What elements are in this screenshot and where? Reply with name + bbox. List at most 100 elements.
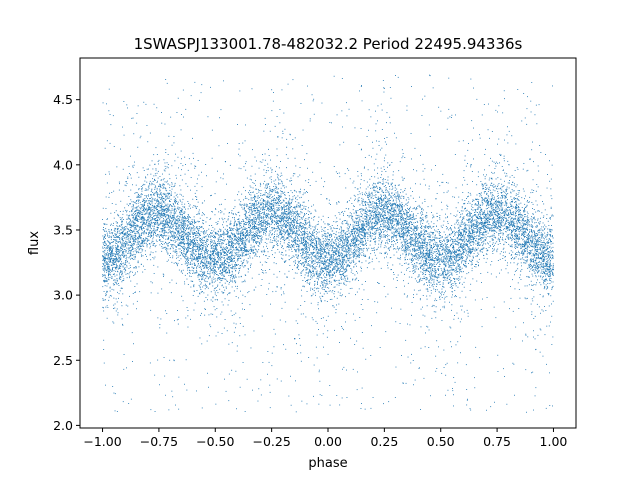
data-point	[201, 273, 203, 275]
data-point	[453, 246, 455, 248]
data-point	[481, 114, 483, 116]
data-point	[488, 217, 490, 219]
data-point	[203, 278, 205, 280]
data-point	[160, 192, 162, 194]
data-point	[265, 234, 267, 236]
data-point	[341, 246, 342, 248]
data-point	[400, 220, 402, 222]
data-point	[294, 208, 296, 210]
data-point	[485, 229, 486, 231]
data-point	[403, 239, 405, 241]
data-point	[405, 229, 407, 231]
data-point	[492, 205, 494, 207]
data-point	[491, 235, 493, 237]
data-point	[451, 225, 453, 226]
data-point	[491, 215, 493, 217]
data-point	[349, 224, 351, 226]
data-point	[512, 362, 514, 364]
data-point	[262, 250, 264, 252]
data-point	[188, 221, 190, 222]
data-point	[475, 219, 477, 221]
data-point	[210, 268, 212, 270]
data-point	[206, 260, 208, 262]
data-point	[248, 251, 250, 252]
data-point	[442, 254, 444, 255]
data-point	[190, 221, 192, 222]
data-point	[312, 319, 314, 321]
data-point	[545, 245, 547, 247]
data-point	[516, 228, 518, 230]
data-point	[253, 226, 254, 227]
data-point	[350, 243, 352, 244]
data-point	[104, 256, 106, 258]
data-point	[261, 279, 263, 280]
data-point	[330, 255, 332, 257]
data-point	[361, 238, 362, 239]
data-point	[354, 127, 356, 129]
data-point	[379, 182, 381, 184]
data-point	[341, 235, 343, 237]
data-point	[179, 221, 181, 223]
data-point	[112, 321, 114, 323]
data-point	[410, 206, 411, 208]
data-point	[210, 236, 211, 238]
data-point	[300, 272, 302, 274]
data-point	[505, 256, 506, 257]
data-point	[439, 247, 441, 249]
data-point	[283, 200, 285, 202]
data-point	[222, 248, 223, 250]
data-point	[541, 250, 543, 252]
data-point	[307, 280, 308, 282]
data-point	[173, 231, 175, 233]
data-point	[228, 265, 229, 267]
data-point	[277, 214, 279, 216]
data-point	[429, 75, 431, 77]
data-point	[381, 203, 382, 205]
data-point	[229, 223, 231, 225]
data-point	[497, 191, 499, 192]
data-point	[300, 208, 302, 210]
data-point	[141, 243, 143, 245]
data-point	[303, 285, 305, 287]
data-point	[440, 110, 442, 112]
data-point	[243, 244, 245, 246]
data-point	[270, 176, 272, 178]
data-point	[374, 202, 376, 204]
data-point	[189, 223, 191, 224]
data-point	[217, 238, 219, 240]
data-point	[344, 239, 346, 240]
data-point	[130, 254, 132, 256]
data-point	[352, 252, 354, 254]
data-point	[139, 214, 141, 216]
data-point	[304, 262, 306, 264]
data-point	[109, 295, 111, 296]
data-point	[301, 233, 303, 235]
data-point	[326, 247, 328, 249]
data-point	[464, 222, 466, 224]
data-point	[378, 140, 380, 142]
data-point	[354, 242, 356, 244]
data-point	[176, 223, 178, 225]
data-point	[136, 197, 138, 198]
data-point	[537, 241, 539, 242]
data-point	[239, 269, 240, 271]
data-point	[287, 229, 288, 231]
data-point	[248, 241, 250, 243]
data-point	[112, 253, 114, 255]
data-point	[416, 229, 418, 231]
data-point	[256, 207, 257, 208]
data-point	[224, 239, 226, 241]
data-point	[423, 236, 425, 238]
data-point	[446, 362, 448, 364]
data-point	[361, 243, 363, 245]
data-point	[425, 244, 427, 245]
data-point	[426, 270, 428, 272]
data-point	[479, 216, 480, 218]
data-point	[407, 295, 408, 297]
data-point	[128, 273, 130, 275]
data-point	[481, 234, 483, 235]
data-point	[167, 154, 169, 155]
data-point	[317, 252, 318, 254]
data-point	[390, 223, 392, 225]
data-point	[429, 235, 431, 237]
